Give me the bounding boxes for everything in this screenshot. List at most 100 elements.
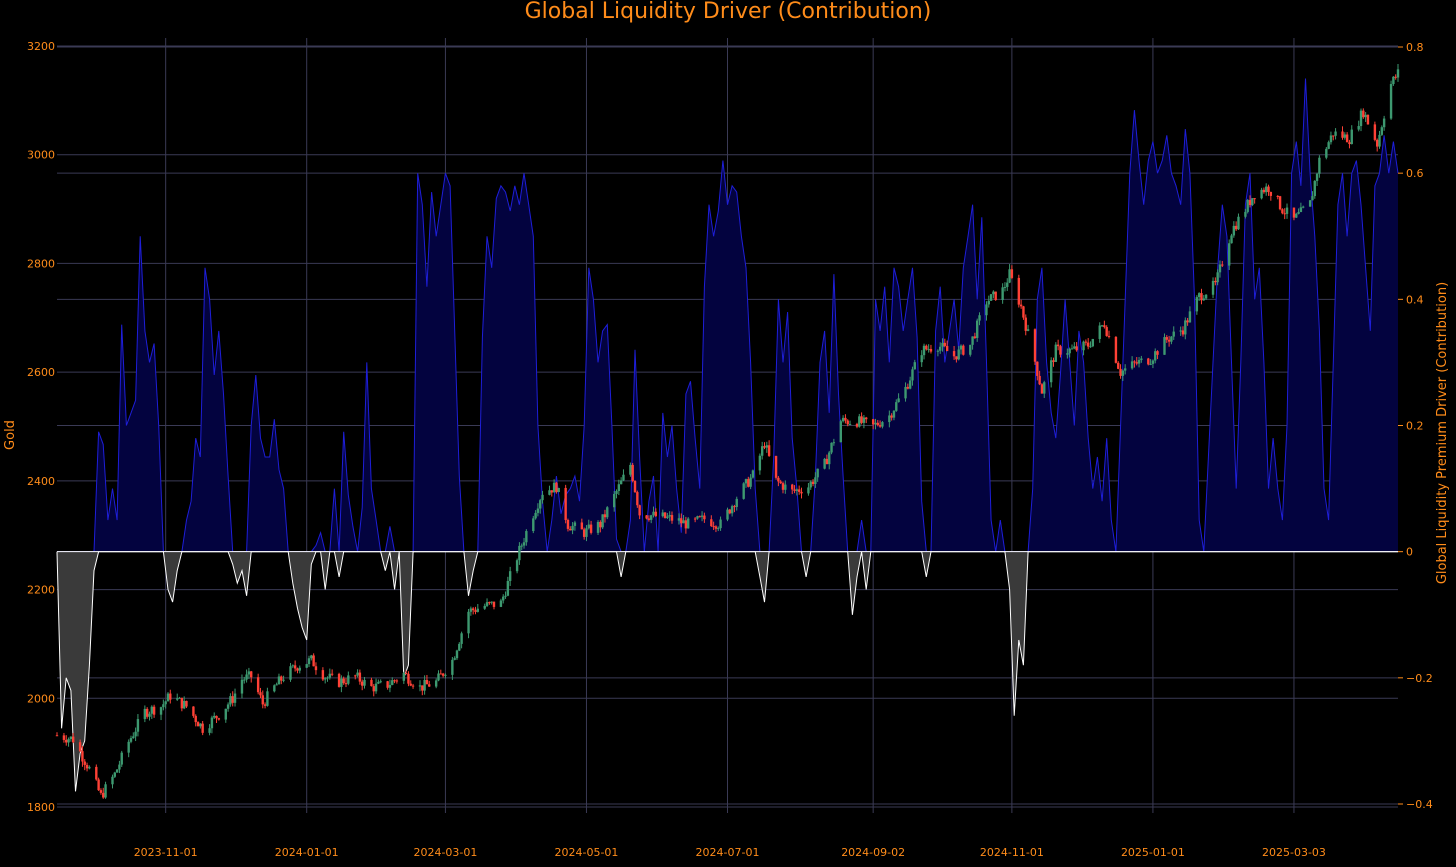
y-left-tick-label: 3200 (27, 40, 55, 53)
gold-candle-body (1181, 330, 1185, 335)
gold-candle-body (474, 610, 477, 612)
gold-candle-body (1348, 142, 1351, 145)
gold-candle-body (340, 678, 343, 687)
x-tick-label: 2025-01-01 (1121, 846, 1185, 859)
gold-candle-body (696, 516, 699, 519)
gold-candle-body (201, 723, 204, 733)
gold-candle-body (1299, 207, 1303, 213)
gold-candle-body (1036, 361, 1039, 376)
gold-candle-body (502, 596, 505, 601)
gold-candle-body (176, 698, 179, 700)
gold-candle-body (492, 601, 496, 607)
gold-candle-body (945, 345, 949, 352)
gold-candle-body (143, 708, 147, 720)
y-left-tick-label: 2200 (27, 584, 55, 597)
gold-candle-body (959, 345, 963, 350)
gold-candle-body (182, 700, 186, 709)
gold-candle-body (636, 492, 639, 506)
gold-candle-body (1119, 368, 1122, 376)
gold-candle-body (263, 704, 267, 706)
gold-candle-body (647, 518, 651, 520)
gold-candle-body (404, 672, 408, 674)
gold-candle-body (548, 490, 551, 495)
gold-candle-body (779, 481, 782, 484)
gold-candle-body (936, 350, 940, 352)
gold-candle-body (1230, 235, 1233, 244)
gold-candle-body (1133, 361, 1136, 363)
gold-candle-body (726, 509, 729, 520)
gold-candle-body (293, 665, 297, 669)
gold-candle-body (243, 679, 246, 681)
gold-candle-body (256, 677, 260, 693)
gold-candle-body (152, 706, 156, 715)
gold-candle-body (1086, 342, 1090, 347)
gold-candle-body (1197, 293, 1201, 298)
gold-candle-body (127, 741, 130, 753)
gold-candle-body (693, 518, 697, 520)
gold-candle-body (876, 422, 879, 426)
gold-candle-body (229, 696, 232, 705)
gold-candle-body (698, 516, 701, 518)
gold-candle-body (631, 464, 634, 481)
gold-candle-body (196, 722, 200, 727)
gold-candle-body (747, 479, 750, 487)
gold-candle-body (1059, 346, 1062, 355)
gold-candle-body (291, 665, 295, 667)
y-left-tick-label: 2000 (27, 692, 55, 705)
gold-candle-body (97, 779, 100, 791)
gold-candle-body (552, 482, 556, 493)
gold-candle-body (1396, 69, 1400, 78)
gold-candle-body (677, 518, 681, 521)
gold-candle-body (985, 304, 988, 316)
x-tick-label: 2024-01-01 (275, 846, 339, 859)
gold-candle-body (1137, 360, 1141, 364)
gold-candle-body (159, 707, 163, 715)
gold-candle-body (425, 679, 429, 685)
gold-candle-body (1147, 358, 1150, 365)
gold-candle-body (370, 679, 373, 687)
gold-candle-body (865, 417, 868, 420)
gold-candle-body (199, 723, 202, 727)
gold-candle-body (645, 515, 648, 519)
gold-candle-body (1214, 280, 1217, 283)
gold-candle-body (1204, 294, 1208, 299)
gold-candle-body (971, 336, 974, 345)
gold-candle-body (793, 489, 796, 491)
gold-candle-body (744, 479, 748, 484)
gold-candle-body (185, 700, 188, 707)
gold-candle-body (215, 715, 218, 719)
gold-candle-body (922, 345, 926, 356)
gold-candle-body (296, 668, 299, 671)
gold-candle-body (240, 679, 244, 694)
gold-candle-body (1278, 196, 1282, 210)
gold-candle-body (1285, 207, 1289, 214)
gold-candle-body (226, 704, 230, 709)
gold-candle-body (1394, 76, 1397, 78)
chart-title: Global Liquidity Driver (Contribution) (525, 0, 932, 24)
gold-candle-body (758, 455, 762, 471)
gold-candle-body (666, 516, 669, 518)
x-tick-label: 2025-03-03 (1262, 846, 1326, 859)
gold-candle-body (434, 680, 438, 687)
gold-candle-body (180, 697, 184, 709)
gold-candle-body (129, 738, 133, 742)
gold-candle-body (1135, 362, 1138, 364)
gold-candle-body (668, 515, 671, 517)
gold-candle-body (55, 735, 59, 737)
gold-candle-body (888, 415, 891, 423)
gold-candle-body (1024, 317, 1027, 331)
gold-candle-body (99, 790, 103, 793)
gold-candle-body (765, 445, 769, 448)
gold-candle-body (751, 470, 755, 478)
gold-candle-body (816, 468, 819, 478)
gold-candle-body (1103, 325, 1106, 328)
gold-candle-body (920, 355, 923, 363)
gold-candle-body (1075, 346, 1078, 351)
gold-candle-body (1292, 207, 1296, 218)
gold-candle-body (908, 380, 912, 389)
gold-candle-body (1151, 360, 1155, 364)
gold-candle-body (587, 524, 590, 529)
gold-candle-body (305, 664, 308, 668)
liquidity-area (56, 78, 1399, 792)
